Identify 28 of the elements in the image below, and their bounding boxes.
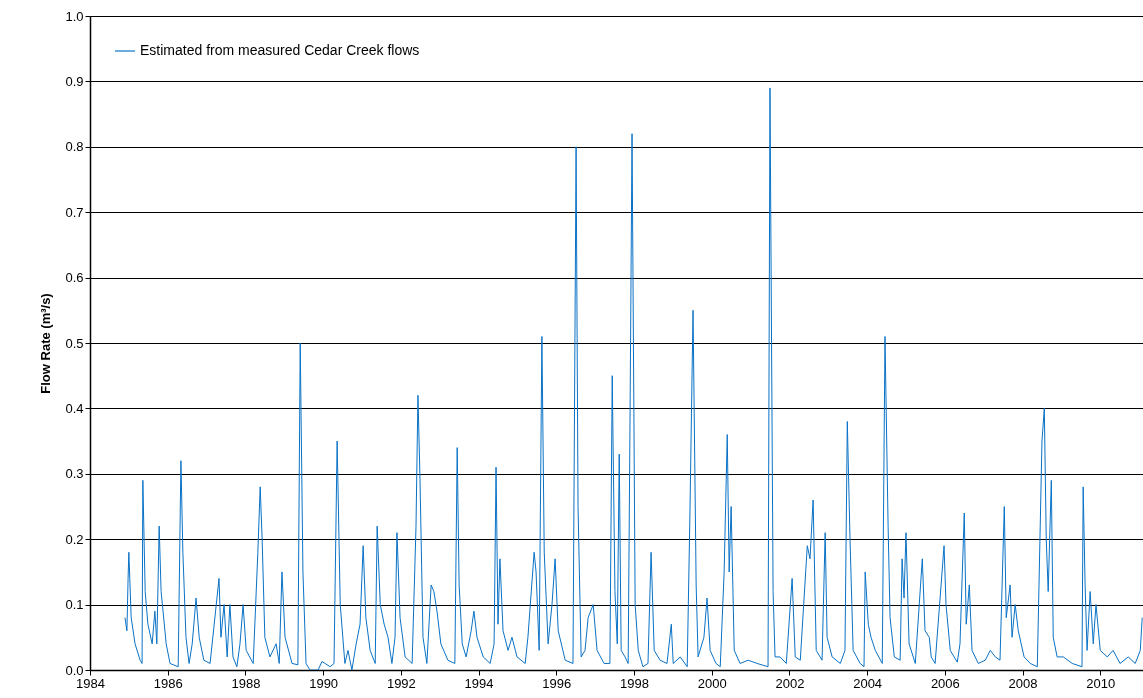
x-tick-label: 2004 bbox=[853, 675, 883, 691]
y-tick-label: 0.0 bbox=[65, 662, 84, 678]
legend-label: Estimated from measured Cedar Creek flows bbox=[140, 42, 420, 58]
y-axis-title: Flow Rate (m³/s) bbox=[38, 293, 54, 394]
x-tick-label: 1986 bbox=[153, 675, 183, 691]
y-tick-label: 0.7 bbox=[65, 204, 84, 220]
y-tick-label: 0.9 bbox=[65, 73, 84, 89]
line-series bbox=[124, 87, 1143, 670]
x-tick-label: 2002 bbox=[775, 675, 805, 691]
y-tick-label: 0.6 bbox=[65, 270, 84, 286]
x-tick-label: 2000 bbox=[697, 675, 727, 691]
x-tick-label: 1994 bbox=[464, 675, 494, 691]
x-tick-label: 2008 bbox=[1008, 675, 1038, 691]
y-tick-label: 1.0 bbox=[65, 8, 84, 24]
y-tick-label: 0.3 bbox=[65, 466, 84, 482]
x-tick-label: 2010 bbox=[1086, 675, 1116, 691]
y-tick-label: 0.8 bbox=[65, 139, 84, 155]
x-tick-label: 1992 bbox=[386, 675, 416, 691]
y-tick-label: 0.2 bbox=[65, 531, 84, 547]
x-tick-label: 1990 bbox=[309, 675, 339, 691]
y-tick-label: 0.4 bbox=[65, 400, 84, 416]
y-tick-label: 0.1 bbox=[65, 597, 84, 613]
x-tick-label: 2006 bbox=[930, 675, 960, 691]
x-tick-label: 1984 bbox=[76, 675, 105, 691]
x-tick-label: 1998 bbox=[620, 675, 649, 691]
x-tick-label: 1988 bbox=[231, 675, 261, 691]
y-tick-label: 0.5 bbox=[65, 335, 84, 351]
x-tick-label: 1996 bbox=[542, 675, 572, 691]
